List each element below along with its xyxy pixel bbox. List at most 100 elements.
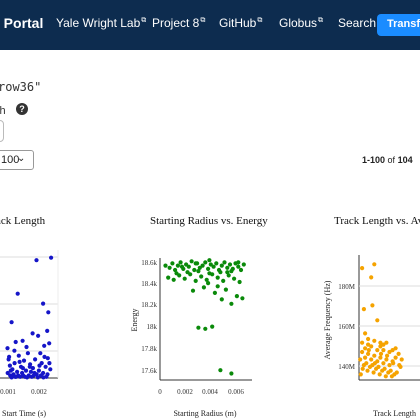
data-point — [182, 276, 187, 281]
data-point — [360, 266, 365, 271]
data-point — [372, 353, 377, 358]
data-point — [365, 368, 370, 373]
nav-link-project-8[interactable]: Project 8⧉ — [152, 16, 206, 30]
data-point — [229, 269, 234, 274]
data-point — [199, 274, 204, 279]
data-point — [47, 341, 52, 346]
data-point — [28, 369, 33, 374]
data-point — [396, 351, 401, 356]
data-point — [43, 364, 48, 369]
data-point — [219, 297, 224, 302]
data-point — [218, 270, 223, 275]
data-point — [174, 271, 179, 276]
data-point — [42, 354, 47, 359]
help-icon[interactable]: ? — [16, 103, 28, 115]
data-point — [45, 328, 50, 333]
data-point — [20, 366, 25, 371]
data-point — [186, 264, 191, 269]
data-point — [366, 348, 371, 353]
data-point — [236, 264, 241, 269]
data-point — [378, 351, 384, 356]
per-page-select[interactable]: 100 ⌄ — [0, 150, 34, 170]
y-axis-label: Average Frequency (Hz) — [323, 280, 332, 359]
data-point — [33, 372, 38, 377]
data-point — [397, 363, 402, 368]
brand-title[interactable]: a Portal — [0, 15, 44, 31]
data-point — [42, 343, 47, 348]
y-tick-label: 18.4k — [141, 280, 157, 288]
data-point — [24, 344, 29, 350]
data-point — [25, 351, 30, 356]
data-point — [192, 267, 197, 273]
data-point — [378, 344, 383, 349]
data-point — [8, 368, 13, 373]
data-point — [227, 262, 233, 267]
data-point — [170, 261, 175, 266]
data-point — [206, 281, 211, 286]
data-point — [49, 255, 54, 260]
data-point — [384, 357, 389, 362]
data-point — [178, 260, 183, 265]
nav-link-globus[interactable]: Globus⧉ — [279, 16, 324, 30]
data-point — [370, 303, 375, 308]
data-point — [366, 351, 371, 356]
data-point — [200, 263, 205, 268]
x-axis-label: k Start Time (s) — [0, 409, 46, 418]
data-point — [30, 331, 35, 336]
chart-title-track-frequency: Track Length vs. Avg — [334, 215, 420, 227]
data-point — [171, 277, 176, 282]
x-tick-label: 0.002 — [31, 388, 47, 396]
chevron-down-icon: ⌄ — [17, 153, 26, 164]
data-point — [207, 258, 212, 263]
data-point — [387, 363, 392, 368]
y-tick-label: 160M — [338, 323, 356, 331]
data-point — [377, 372, 382, 377]
series-points — [5, 255, 54, 380]
data-point — [15, 369, 20, 374]
data-point — [366, 342, 371, 347]
data-point — [210, 324, 215, 329]
data-point — [382, 366, 387, 371]
data-point — [5, 346, 10, 351]
transfer-button[interactable]: Transfer — [377, 14, 420, 36]
data-point — [38, 351, 43, 356]
data-point — [36, 333, 41, 338]
y-tick-label: 18.2k — [141, 301, 157, 309]
nav-link-search[interactable]: Search — [338, 16, 377, 30]
search-query-text[interactable]: row36" — [0, 80, 42, 94]
chart-title-track-length: ack Length — [0, 215, 46, 227]
data-point — [173, 267, 178, 273]
data-point — [218, 368, 223, 373]
x-axis-label: Track Length — [373, 409, 416, 418]
data-point — [13, 339, 18, 345]
external-link-icon: ⧉ — [257, 17, 263, 24]
y-tick-label: 18k — [147, 323, 158, 331]
nav-link-github[interactable]: GitHub⧉ — [219, 16, 263, 30]
data-point — [393, 355, 398, 360]
data-point — [41, 375, 46, 380]
data-point — [23, 368, 29, 373]
search-option-label[interactable]: ch — [0, 105, 6, 117]
data-point — [369, 357, 374, 362]
data-point — [215, 284, 220, 289]
series-points — [358, 262, 404, 379]
data-point — [361, 307, 366, 312]
data-point — [201, 285, 206, 290]
data-point — [9, 375, 14, 380]
data-point — [371, 370, 376, 375]
nav-link-yale-wright-lab[interactable]: Yale Wright Lab⧉ — [56, 16, 147, 30]
x-tick-label: 0.006 — [228, 388, 244, 396]
top-navbar: a Portal Yale Wright Lab⧉ Project 8⧉ Git… — [0, 0, 420, 50]
data-point — [47, 361, 52, 366]
data-point — [41, 301, 46, 306]
data-point — [21, 373, 26, 378]
y-tick-label: 18.6k — [141, 259, 157, 267]
data-point — [179, 264, 185, 269]
data-point — [360, 366, 365, 371]
data-point — [190, 288, 196, 293]
data-point — [185, 270, 190, 275]
chart-radius-energy: 17.6k 17.8k 18k 18.2k 18.4k 18.6k 0 0.00… — [130, 258, 252, 418]
data-point — [196, 269, 201, 274]
data-point — [20, 338, 25, 343]
